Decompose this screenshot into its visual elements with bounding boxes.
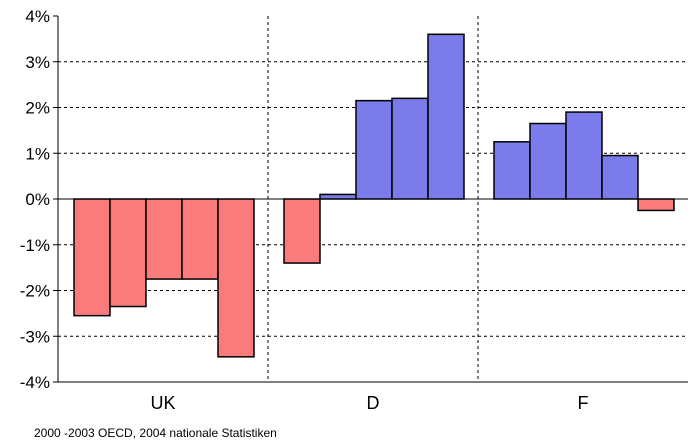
bar-d xyxy=(283,198,321,264)
bar-f xyxy=(529,122,567,200)
bar-f xyxy=(493,141,531,200)
y-tick-label: 4% xyxy=(25,7,50,26)
bar-uk xyxy=(145,198,183,280)
bar-d xyxy=(427,33,465,200)
x-tick-label: UK xyxy=(150,393,175,413)
bar-d xyxy=(319,193,357,200)
bar-d xyxy=(355,99,393,200)
bar-f xyxy=(565,111,603,200)
y-tick-label: -2% xyxy=(20,282,50,301)
y-tick-label: -1% xyxy=(20,236,50,255)
bar-f xyxy=(637,198,675,212)
source-caption: 2000 -2003 OECD, 2004 nationale Statisti… xyxy=(34,426,277,440)
bar-uk xyxy=(181,198,219,280)
x-tick-label: F xyxy=(578,393,589,413)
y-tick-label: 0% xyxy=(25,190,50,209)
bar-d xyxy=(391,97,429,200)
bar-uk xyxy=(73,198,111,317)
y-tick-label: 3% xyxy=(25,53,50,72)
y-tick-label: 1% xyxy=(25,144,50,163)
bar-uk xyxy=(217,198,255,358)
y-tick-label: -3% xyxy=(20,327,50,346)
bar-f xyxy=(601,154,639,200)
x-tick-label: D xyxy=(367,393,380,413)
y-tick-label: 2% xyxy=(25,99,50,118)
bar-uk xyxy=(109,198,147,308)
y-tick-label: -4% xyxy=(20,373,50,392)
bar-chart: 4% 3% 2% 1% 0% -1% -2% -3% -4% UK D F xyxy=(20,7,688,413)
